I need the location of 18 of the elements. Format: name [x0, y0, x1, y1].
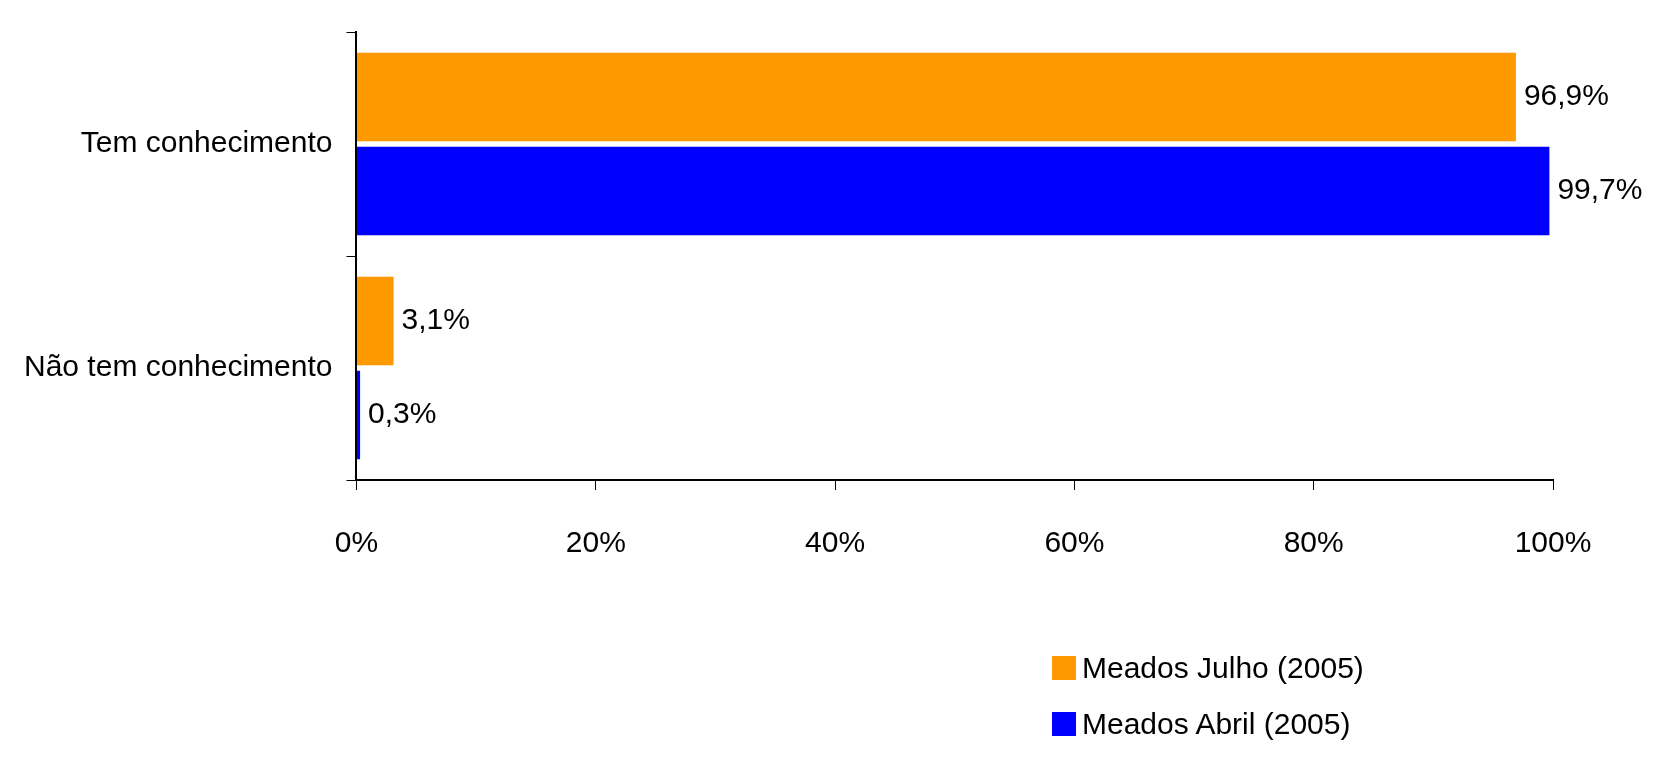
- data-label: 99,7%: [1557, 172, 1643, 206]
- x-tick-label: 100%: [1514, 525, 1592, 559]
- y-tick-label: Tem conhecimento: [80, 125, 333, 159]
- data-label: 3,1%: [401, 302, 470, 336]
- legend-label: Meados Julho (2005): [1082, 651, 1364, 685]
- bar: [357, 276, 394, 366]
- x-tick-label: 40%: [805, 525, 866, 559]
- data-label: 96,9%: [1523, 78, 1609, 112]
- bar: [357, 146, 1550, 236]
- x-tick-label: 80%: [1283, 525, 1344, 559]
- bar: [357, 52, 1516, 142]
- data-label: 0,3%: [368, 396, 437, 430]
- bar: [357, 370, 361, 460]
- x-tick-label: 20%: [565, 525, 626, 559]
- x-tick-label: 0%: [334, 525, 379, 559]
- x-tick-label: 60%: [1044, 525, 1105, 559]
- legend-label: Meados Abril (2005): [1082, 707, 1351, 741]
- y-tick-label: Não tem conhecimento: [24, 349, 333, 383]
